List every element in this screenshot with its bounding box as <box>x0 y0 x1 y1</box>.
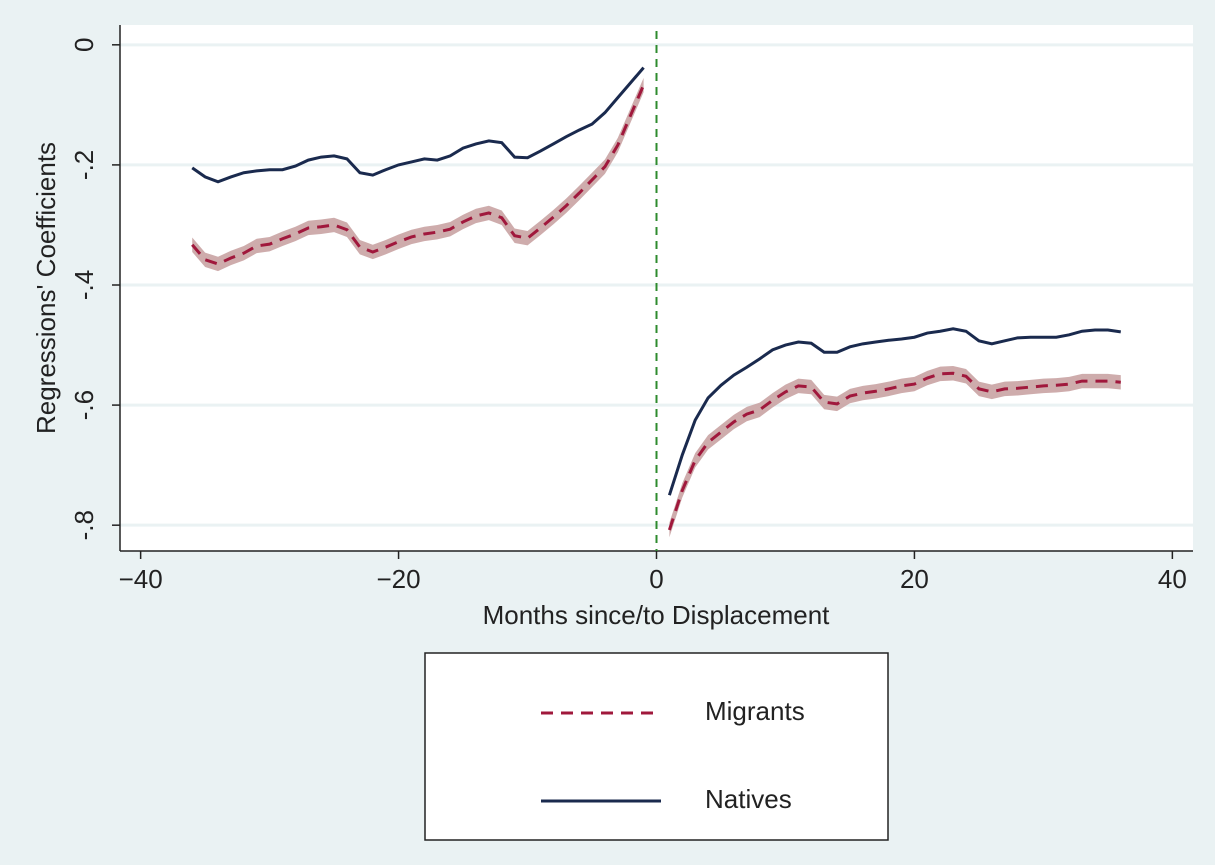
line <box>191 66 1121 496</box>
x-tick-label: 20 <box>900 564 929 594</box>
x-tick-label: 0 <box>649 564 663 594</box>
y-axis-title: Regressions' Coefficients <box>31 142 61 434</box>
y-tick-label: 0 <box>69 38 99 52</box>
legend-label: Migrants <box>705 696 805 726</box>
confidence-band <box>669 366 1121 538</box>
y-tick-label: -.2 <box>69 150 99 180</box>
legend-label: Natives <box>705 784 792 814</box>
legend-box <box>424 652 889 841</box>
x-axis-title: Months since/to Displacement <box>483 600 831 630</box>
line <box>191 84 1121 531</box>
y-tick-label: -.6 <box>69 390 99 420</box>
x-tick-label: −40 <box>119 564 163 594</box>
y-tick-label: -.8 <box>69 510 99 540</box>
y-tick-label: -.4 <box>69 270 99 300</box>
x-tick-label: 40 <box>1158 564 1187 594</box>
x-tick-label: −20 <box>377 564 421 594</box>
confidence-band <box>192 77 644 272</box>
